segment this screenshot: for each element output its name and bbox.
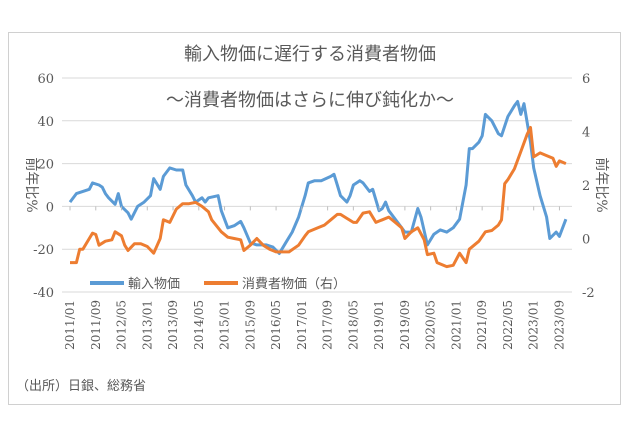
x-tick-label: 2021/09 (475, 300, 489, 350)
chart-subtitle: ～消費者物価はさらに伸び鈍化か～ (166, 90, 454, 111)
x-tick-label: 2017/01 (295, 300, 309, 350)
y-axis-right-label: 前年比% (593, 157, 610, 212)
y-left-tick-label: -40 (33, 286, 54, 301)
x-tick-label: 2023/01 (527, 300, 541, 350)
series-line-cpi (70, 126, 567, 269)
legend: 輸入物価 消費者物価（右） (90, 277, 346, 292)
x-tick-label: 2018/05 (346, 300, 360, 350)
y-axis-left-label: 前年比% (23, 157, 40, 212)
y-right-tick-label: 2 (582, 179, 590, 194)
x-tick-label: 2011/09 (89, 300, 103, 350)
x-tick-label: 2014/05 (192, 300, 206, 350)
x-tick-label: 2012/05 (115, 300, 129, 350)
y-left-tick-label: -20 (33, 243, 54, 258)
source-note: （出所）日銀、総務省 (16, 379, 146, 394)
x-tick-label: 2013/09 (166, 300, 180, 350)
x-tick-label: 2023/09 (552, 300, 566, 350)
x-tick-label: 2020/05 (424, 300, 438, 350)
x-tick-label: 2019/09 (398, 300, 412, 350)
x-tick-label: 2015/09 (243, 300, 257, 350)
y-right-tick-label: 6 (582, 72, 590, 87)
x-tick-label: 2011/01 (63, 300, 77, 350)
y-left-tick-label: 40 (37, 115, 54, 130)
x-tick-label: 2017/09 (321, 300, 335, 350)
legend-label-cpi: 消費者物価（右） (242, 277, 346, 292)
y-right-tick-label: 4 (582, 126, 590, 141)
chart-frame (8, 32, 621, 405)
x-tick-label: 2019/01 (372, 300, 386, 350)
y-left-tick-label: 20 (37, 158, 54, 173)
x-tick-label: 2013/01 (140, 300, 154, 350)
series-line-import-prices (68, 100, 568, 255)
y-left-tick-label: 60 (37, 72, 54, 87)
x-tick-label: 2016/05 (269, 300, 283, 350)
y-left-tick-label: 0 (46, 200, 54, 215)
x-tick-label: 2022/05 (501, 300, 515, 350)
legend-label-import-prices: 輸入物価 (128, 277, 180, 292)
x-tick-label: 2015/01 (218, 300, 232, 350)
chart-title: 輸入物価に遅行する消費者物価 (184, 44, 436, 65)
y-right-tick-label: -2 (582, 286, 595, 301)
x-tick-label: 2021/01 (449, 300, 463, 350)
y-right-tick-label: 0 (582, 233, 590, 248)
